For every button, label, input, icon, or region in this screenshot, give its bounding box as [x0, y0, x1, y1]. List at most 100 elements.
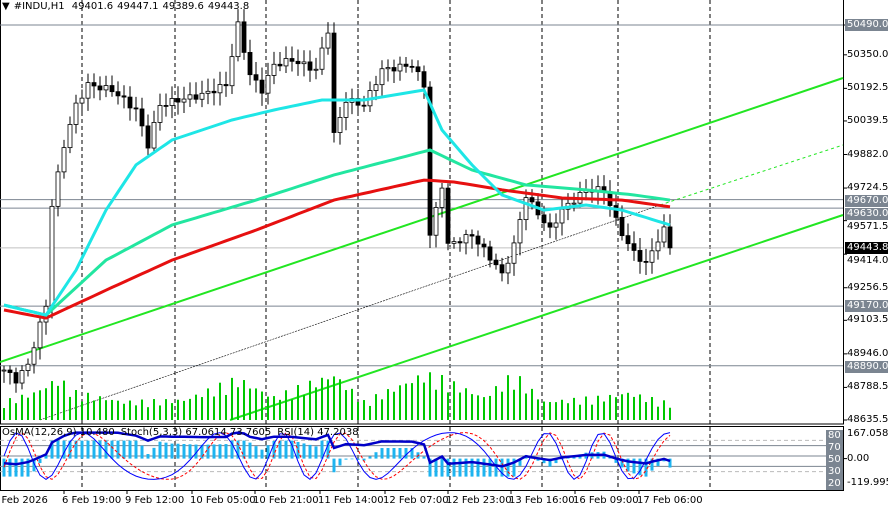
volume-bar — [45, 388, 47, 420]
osma-bar — [248, 442, 252, 459]
bear-candle — [247, 52, 253, 76]
bear-candle — [295, 60, 301, 65]
stoch-main-line — [3, 432, 671, 481]
volume-bar — [309, 380, 311, 420]
osma-bar — [308, 444, 312, 459]
osma-bar — [266, 445, 270, 459]
y-tick-label: 48635.5 — [847, 414, 888, 425]
volume-bar — [249, 388, 251, 420]
osma-bar — [428, 458, 432, 477]
volume-bar — [87, 392, 89, 420]
volume-bar — [339, 379, 341, 420]
volume-bar — [453, 381, 455, 420]
price-level-label: 49630.0 — [845, 208, 888, 221]
bear-candle — [619, 216, 625, 237]
volume-bar — [513, 389, 515, 420]
osma-bar — [410, 447, 414, 459]
osma-bar — [170, 443, 174, 459]
y-tick-label: 50192.5 — [847, 82, 888, 94]
x-tick-label: 17 Feb 06:00 — [637, 495, 703, 506]
volume-bar — [375, 394, 377, 420]
volume-bar — [519, 376, 521, 420]
volume-bar — [81, 401, 83, 420]
bear-candle — [307, 61, 313, 71]
bull-candle — [373, 84, 379, 91]
volume-bar — [489, 395, 491, 420]
price-level-label: 49670.0 — [845, 195, 888, 208]
osma-bar — [320, 440, 324, 459]
bear-candle — [613, 205, 619, 218]
bear-candle — [493, 259, 499, 266]
volume-bar — [663, 400, 665, 420]
bull-candle — [505, 262, 511, 274]
osma-bar — [608, 457, 612, 459]
indicator-level-30: 30 — [826, 466, 843, 478]
osma-bar — [386, 448, 390, 459]
volume-bar — [405, 383, 407, 420]
bear-candle — [7, 369, 13, 373]
bull-candle — [433, 207, 439, 236]
collapse-triangle-icon[interactable]: ▼ — [2, 1, 10, 12]
bull-candle — [61, 147, 67, 173]
volume-bar — [207, 388, 209, 420]
osma-bar — [302, 443, 306, 459]
bull-candle — [73, 102, 79, 125]
volume-bar — [591, 404, 593, 420]
chart-header: ▼ #INDU,H1 49401.6 49447.1 49389.6 49443.8 — [2, 1, 253, 12]
volume-bar — [387, 389, 389, 420]
osma-label: OsMA(12,26,9) 10.480 — [2, 427, 115, 438]
osma-bar — [116, 440, 120, 459]
osma-bar — [254, 446, 258, 459]
bear-candle — [457, 241, 463, 244]
volume-bar — [297, 385, 299, 420]
osma-bar — [62, 440, 66, 459]
y-tick-label: 48946.0 — [847, 347, 888, 359]
bear-candle — [193, 94, 199, 100]
stoch-signal-line — [3, 431, 671, 480]
volume-bar — [171, 403, 173, 420]
indicator-level-70: 70 — [826, 442, 843, 454]
volume-bar — [549, 402, 551, 420]
bear-candle — [415, 66, 421, 73]
osma-bar — [98, 440, 102, 459]
indicator-scale-min: -119.995 — [847, 477, 888, 488]
bear-candle — [445, 187, 451, 244]
stoch-label: Stoch(5,3,3) 67.0614 73.7605 — [120, 427, 272, 438]
bull-candle — [235, 21, 241, 58]
osma-bar — [182, 444, 186, 459]
osma-bar — [338, 458, 342, 466]
volume-bar — [393, 391, 395, 420]
bull-candle — [319, 47, 325, 70]
osma-bar — [488, 458, 492, 477]
osma-bar — [314, 446, 318, 459]
volume-bar — [573, 397, 575, 420]
osma-bar — [494, 458, 498, 477]
bear-candle — [403, 63, 409, 67]
volume-bar — [543, 401, 545, 420]
price-level-label: 48890.0 — [845, 360, 888, 373]
price-level-label: 49170.0 — [845, 300, 888, 313]
osma-bar — [2, 458, 6, 477]
y-tick-label: 50350.0 — [847, 48, 888, 60]
bear-candle — [499, 264, 505, 274]
osma-bar — [20, 458, 24, 477]
volume-bar — [429, 372, 431, 420]
bull-candle — [655, 241, 661, 252]
volume-bar — [633, 396, 635, 420]
osma-bar — [332, 458, 336, 473]
osma-bar — [224, 444, 228, 459]
x-tick-label: 12 Feb 23:00 — [446, 495, 512, 506]
volume-bar — [189, 398, 191, 420]
volume-bar — [117, 400, 119, 420]
ma-fast-line — [3, 88, 671, 317]
volume-bar — [321, 377, 323, 420]
bear-candle — [121, 95, 127, 98]
osma-bar — [656, 458, 660, 466]
volume-bar — [345, 390, 347, 420]
osma-bar — [110, 440, 114, 459]
osma-bar — [632, 458, 636, 474]
osma-bar — [290, 440, 294, 459]
bull-candle — [271, 63, 277, 76]
volume-bar — [291, 399, 293, 420]
